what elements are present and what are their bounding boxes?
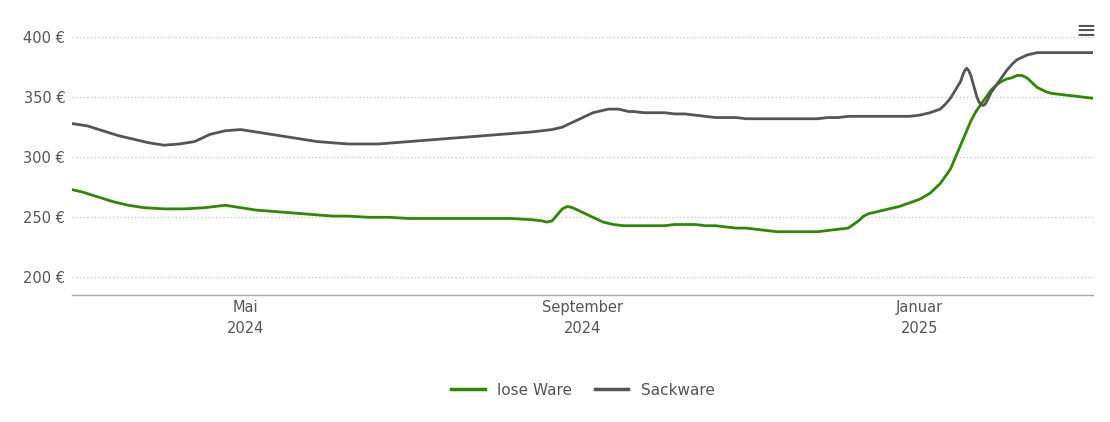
Legend: lose Ware, Sackware: lose Ware, Sackware xyxy=(445,376,720,404)
Text: ≡: ≡ xyxy=(1076,19,1097,43)
